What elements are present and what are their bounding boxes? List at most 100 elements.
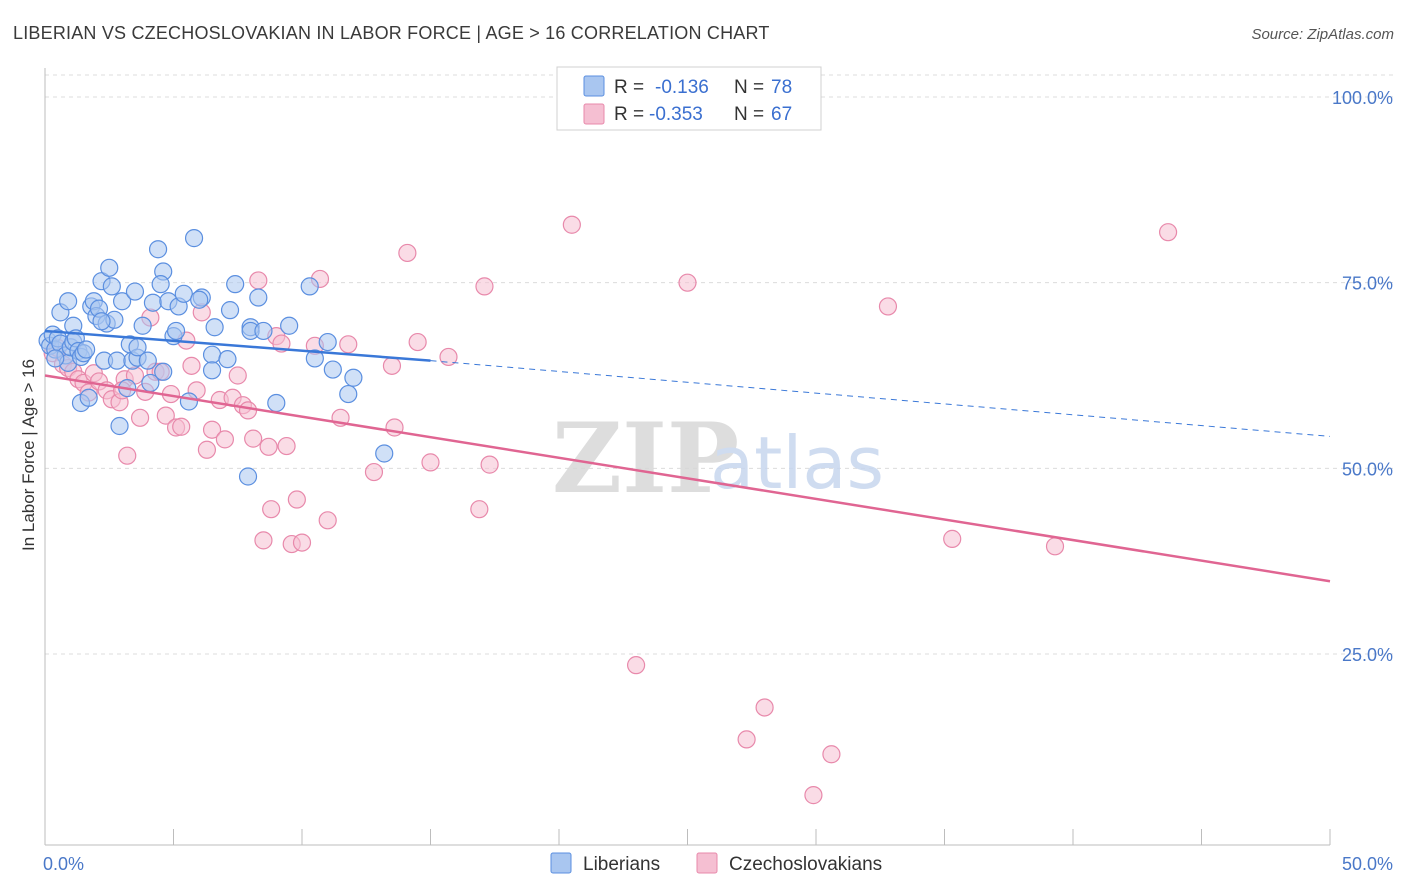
czechoslovakian-point	[287, 490, 306, 509]
chart-title: LIBERIAN VS CZECHOSLOVAKIAN IN LABOR FOR…	[13, 23, 770, 43]
tick-label-layer: 25.0% 50.0% 75.0% 100.0% 0.0% 50.0%	[43, 88, 1393, 874]
liberian-point	[154, 362, 173, 381]
legend-r-label: R =	[614, 77, 644, 98]
czechoslovakian-point	[215, 430, 234, 449]
liberian-point	[218, 350, 237, 369]
czechoslovakian-point	[737, 730, 756, 749]
x-tick-label: 50.0%	[1342, 854, 1393, 874]
czechoslovakian-point	[878, 297, 898, 316]
czechoslovakian-point	[439, 347, 458, 367]
liberian-point	[125, 282, 145, 301]
legend-r-label: R =	[614, 104, 644, 125]
liberian-point	[280, 316, 299, 335]
czechoslovakian-point	[755, 698, 774, 717]
czechoslovakian-point	[421, 453, 440, 472]
watermark: ZIP atlas	[552, 402, 884, 515]
czechoslovakian-point	[277, 436, 296, 456]
czechoslovakian-point	[822, 745, 841, 764]
axis-layer	[44, 68, 1331, 846]
czechoslovakian-point	[678, 273, 697, 292]
trend-layer	[44, 329, 1331, 583]
legend-n-value: 67	[771, 104, 792, 125]
liberian-point	[300, 277, 319, 296]
czechoslovakian-point	[804, 786, 823, 805]
bottom-legend-liberians: Liberians	[583, 854, 660, 875]
liberian-point	[202, 361, 222, 380]
czechoslovakian-trend-line	[44, 374, 1331, 583]
czechoslovakian-point	[475, 277, 494, 296]
liberian-point	[174, 284, 193, 303]
liberian-point	[143, 293, 163, 312]
czechoslovakian-point	[249, 271, 268, 290]
liberian-point	[133, 316, 152, 335]
bottom-legend-czechoslovakians: Czechoslovakians	[729, 854, 882, 875]
czechoslovakian-point	[182, 356, 201, 375]
liberian-point	[190, 290, 209, 309]
liberian-point	[249, 288, 268, 307]
czechoslovakian-point	[339, 335, 358, 354]
points-layer	[38, 215, 1178, 805]
czechoslovakian-point	[262, 500, 281, 519]
liberian-point	[179, 392, 199, 411]
liberian-point	[59, 292, 78, 311]
watermark-atlas: atlas	[710, 421, 884, 505]
legend-r-value: -0.136	[655, 77, 709, 98]
czechoslovakian-point	[470, 500, 489, 519]
liberian-point	[305, 349, 324, 368]
czechoslovakian-point	[228, 366, 247, 385]
liberian-trend-line	[44, 329, 431, 362]
liberian-point	[92, 312, 111, 331]
liberian-point	[323, 360, 342, 379]
liberian-point	[267, 393, 286, 413]
czechoslovakian-point	[408, 332, 427, 352]
liberian-point	[226, 275, 245, 294]
y-axis-label: In Labor Force | Age > 16	[19, 359, 38, 551]
liberian-point	[148, 240, 168, 259]
watermark-zip: ZIP	[552, 402, 739, 515]
liberian-point	[318, 332, 337, 352]
liberian-point	[254, 321, 273, 341]
czechoslovakian-point	[197, 440, 217, 459]
bottom-legend-swatch-liberians	[550, 852, 572, 874]
czechoslovakian-point	[238, 401, 258, 420]
czechoslovakian-point	[1158, 223, 1178, 242]
liberian-point	[166, 321, 186, 341]
legend-swatch-liberians	[583, 75, 605, 97]
liberian-point	[375, 444, 394, 463]
czechoslovakian-point	[1045, 537, 1065, 556]
legend-n-label: N =	[734, 104, 764, 125]
y-tick-label: 25.0%	[1342, 645, 1393, 665]
liberian-point	[138, 351, 157, 370]
czechoslovakian-point	[254, 531, 273, 550]
liberian-point	[46, 349, 65, 368]
czechoslovakian-point	[364, 462, 384, 482]
czechoslovakian-point	[382, 356, 402, 375]
y-tick-label: 75.0%	[1342, 274, 1393, 294]
x-tick-label: 0.0%	[43, 854, 84, 874]
czechoslovakian-point	[562, 215, 581, 234]
czechoslovakian-point	[156, 406, 175, 425]
czechoslovakian-point	[943, 529, 962, 548]
legend-swatch-czechoslovakians	[583, 103, 605, 125]
bottom-legend: Liberians Czechoslovakians	[550, 852, 882, 875]
czechoslovakian-point	[398, 243, 417, 263]
czechoslovakian-point	[259, 437, 278, 456]
liberian-point	[344, 368, 363, 387]
legend-n-label: N =	[734, 77, 764, 98]
liberian-point	[220, 301, 240, 320]
liberian-point	[151, 275, 170, 294]
czechoslovakian-point	[480, 455, 499, 474]
y-tick-label: 100.0%	[1332, 88, 1393, 108]
czechoslovakian-point	[318, 511, 337, 530]
legend-n-value: 78	[771, 77, 792, 98]
liberian-point	[102, 277, 121, 296]
czechoslovakian-point	[172, 417, 191, 436]
legend-r-value: -0.353	[649, 104, 703, 125]
liberian-point	[107, 351, 127, 370]
legend: R = -0.136 N = 78 R = -0.353 N = 67	[556, 66, 822, 131]
grid-layer	[45, 74, 1393, 655]
czechoslovakian-point	[626, 656, 646, 675]
czechoslovakian-point	[118, 446, 137, 465]
czechoslovakian-point	[244, 429, 263, 448]
